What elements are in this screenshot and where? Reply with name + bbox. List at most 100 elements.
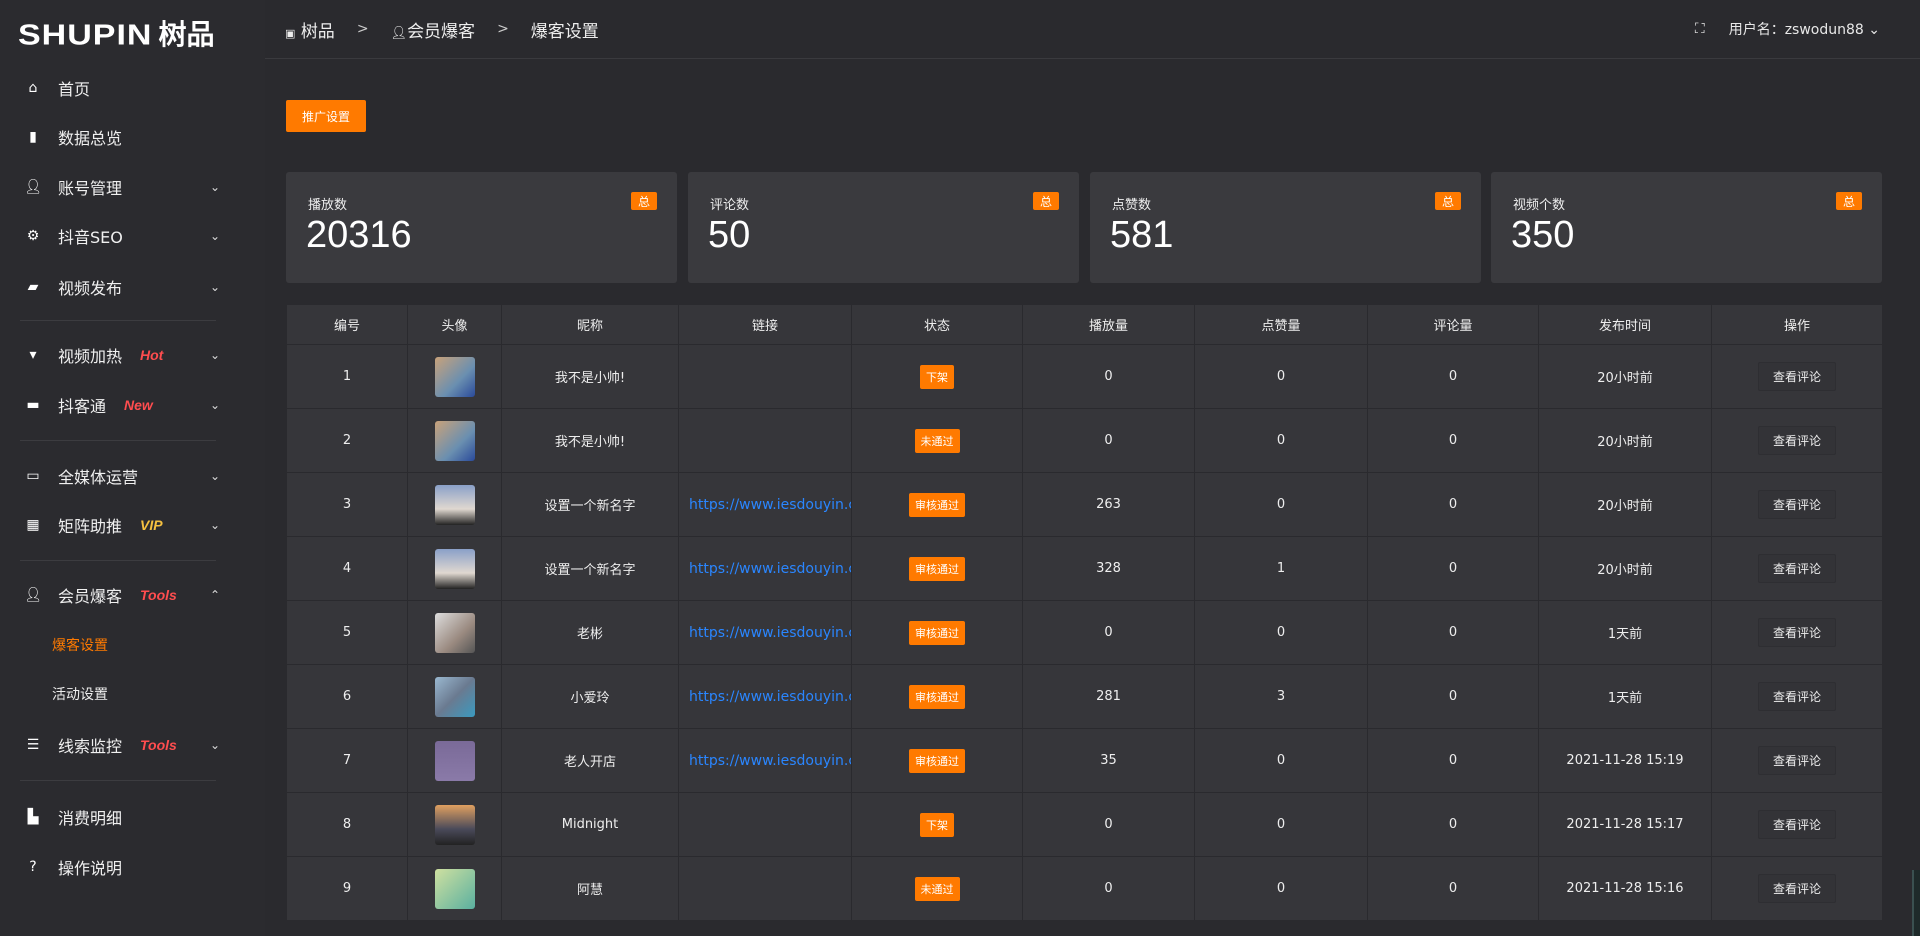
- chevron-down-icon: ⌄: [209, 398, 220, 412]
- comments: 0: [1367, 600, 1539, 665]
- likes: 0: [1194, 792, 1368, 857]
- avatar: [434, 612, 475, 653]
- logo[interactable]: SHUPIN 树品: [18, 12, 214, 52]
- publish-time: 20小时前: [1538, 408, 1712, 473]
- video-link[interactable]: https://www.iesdouyin.c: [678, 728, 852, 793]
- sidebar-item-1[interactable]: ▮ 数据总览: [0, 117, 240, 157]
- user-menu[interactable]: 用户名：zswodun88 ⌄: [1728, 22, 1880, 38]
- sidebar-tag: New: [124, 397, 153, 413]
- status-badge: 下架: [920, 364, 954, 389]
- stat-card: 点赞数 581 总: [1090, 172, 1481, 283]
- likes: 3: [1194, 664, 1368, 729]
- view-comments-button[interactable]: 查看评论: [1757, 362, 1836, 391]
- sidebar-subitem-1[interactable]: 活动设置: [52, 687, 108, 703]
- column-header: 操作: [1711, 304, 1883, 345]
- view-comments-button[interactable]: 查看评论: [1757, 618, 1836, 647]
- view-comments-button[interactable]: 查看评论: [1757, 874, 1836, 903]
- row-id: 7: [286, 728, 408, 793]
- home-icon: ⌂: [28, 80, 38, 96]
- column-header: 状态: [851, 304, 1023, 345]
- status-badge: 未通过: [914, 876, 960, 901]
- video-link[interactable]: https://www.iesdouyin.c: [678, 664, 852, 729]
- column-header: 编号: [286, 304, 408, 345]
- sidebar-item-10[interactable]: ☰ 线索监控 Tools ⌄: [0, 725, 240, 765]
- plays: 281: [1022, 664, 1195, 729]
- publish-time: 20小时前: [1538, 472, 1712, 537]
- column-header: 评论量: [1367, 304, 1539, 345]
- row-id: 9: [286, 856, 408, 921]
- stat-label: 点赞数: [1112, 198, 1152, 213]
- column-header: 发布时间: [1538, 304, 1712, 345]
- sidebar-item-label: 消费明细: [58, 809, 123, 828]
- plays: 0: [1022, 408, 1195, 473]
- chevron-down-icon: ⌄: [209, 469, 220, 483]
- view-comments-button[interactable]: 查看评论: [1757, 426, 1836, 455]
- view-comments-button[interactable]: 查看评论: [1757, 490, 1836, 519]
- sidebar: SHUPIN 树品 ⌂ 首页 ▮ 数据总览 👤︎ 账号管理 ⌄ ⚙ 抖音SEO …: [0, 0, 265, 936]
- fullscreen-icon[interactable]: ⛶: [1694, 21, 1705, 37]
- table-row: 8 Midnight 下架 0 0 0 2021-11-28 15:17 查看评…: [286, 792, 1883, 857]
- sidebar-item-0[interactable]: ⌂ 首页: [0, 68, 240, 108]
- chevron-up-icon: ⌃: [209, 588, 220, 602]
- avatar: [434, 356, 475, 397]
- avatar: [434, 548, 475, 589]
- sidebar-subitem-0[interactable]: 爆客设置: [52, 638, 108, 654]
- promo-settings-button[interactable]: 推广设置: [286, 100, 366, 132]
- view-comments-button[interactable]: 查看评论: [1757, 682, 1836, 711]
- avatar: [434, 804, 475, 845]
- sidebar-tag: VIP: [140, 517, 163, 533]
- plays: 0: [1022, 600, 1195, 665]
- table-row: 2 我不是小帅! 未通过 0 0 0 20小时前 查看评论: [286, 408, 1883, 473]
- view-comments-button[interactable]: 查看评论: [1757, 810, 1836, 839]
- view-comments-button[interactable]: 查看评论: [1757, 746, 1836, 775]
- table-row: 9 阿慧 未通过 0 0 0 2021-11-28 15:16 查看评论: [286, 856, 1883, 921]
- sidebar-item-5[interactable]: ▾ 视频加热 Hot ⌄: [0, 335, 240, 375]
- sidebar-item-12[interactable]: ? 操作说明: [0, 847, 240, 887]
- sidebar-item-label: 会员爆客: [58, 587, 123, 606]
- video-link[interactable]: https://www.iesdouyin.c: [678, 536, 852, 601]
- avatar: [434, 420, 475, 461]
- row-id: 5: [286, 600, 408, 665]
- stat-value: 581: [1110, 214, 1174, 256]
- monitor-icon: ▭: [26, 468, 40, 484]
- user-icon: 👤︎: [24, 587, 42, 603]
- sidebar-item-3[interactable]: ⚙ 抖音SEO ⌄: [0, 216, 240, 256]
- row-id: 4: [286, 536, 408, 601]
- video-link[interactable]: https://www.iesdouyin.c: [678, 600, 852, 665]
- sidebar-item-6[interactable]: ▬ 抖客通 New ⌄: [0, 385, 240, 425]
- sidebar-item-11[interactable]: ▙ 消费明细: [0, 797, 240, 837]
- likes: 0: [1194, 600, 1368, 665]
- sidebar-item-label: 视频发布: [58, 279, 123, 298]
- scrollbar[interactable]: [1912, 870, 1920, 936]
- sidebar-item-2[interactable]: 👤︎ 账号管理 ⌄: [0, 167, 240, 207]
- publish-time: 1天前: [1538, 600, 1712, 665]
- breadcrumb-home[interactable]: ▣ 树品: [285, 21, 335, 42]
- comments: 0: [1367, 472, 1539, 537]
- likes: 1: [1194, 536, 1368, 601]
- avatar: [434, 740, 475, 781]
- nickname: Midnight: [501, 792, 679, 857]
- video-link[interactable]: https://www.iesdouyin.c: [678, 472, 852, 537]
- chevron-down-icon: ⌄: [209, 518, 220, 532]
- comments: 0: [1367, 728, 1539, 793]
- avatar: [434, 484, 475, 525]
- breadcrumb-member[interactable]: 👤︎会员爆客: [390, 21, 476, 42]
- sign-icon: ▾: [29, 347, 37, 363]
- help-icon: ?: [29, 859, 37, 875]
- sidebar-item-4[interactable]: ▰ 视频发布 ⌄: [0, 267, 240, 307]
- view-comments-button[interactable]: 查看评论: [1757, 554, 1836, 583]
- stat-label: 评论数: [710, 198, 750, 213]
- grid-icon: ▦: [26, 517, 40, 533]
- chevron-down-icon: ⌄: [209, 348, 220, 362]
- status-badge: 审核通过: [909, 684, 965, 709]
- stat-label: 视频个数: [1513, 198, 1566, 213]
- sidebar-item-label: 抖音SEO: [58, 228, 123, 247]
- sidebar-item-9[interactable]: 👤︎ 会员爆客 Tools ⌃: [0, 575, 240, 615]
- nickname: 我不是小帅!: [501, 408, 679, 473]
- stat-value: 50: [708, 214, 751, 256]
- sidebar-item-7[interactable]: ▭ 全媒体运营 ⌄: [0, 456, 240, 496]
- publish-time: 2021-11-28 15:16: [1538, 856, 1712, 921]
- sidebar-tag: Hot: [140, 347, 164, 363]
- row-id: 1: [286, 344, 408, 409]
- sidebar-item-8[interactable]: ▦ 矩阵助推 VIP ⌄: [0, 505, 240, 545]
